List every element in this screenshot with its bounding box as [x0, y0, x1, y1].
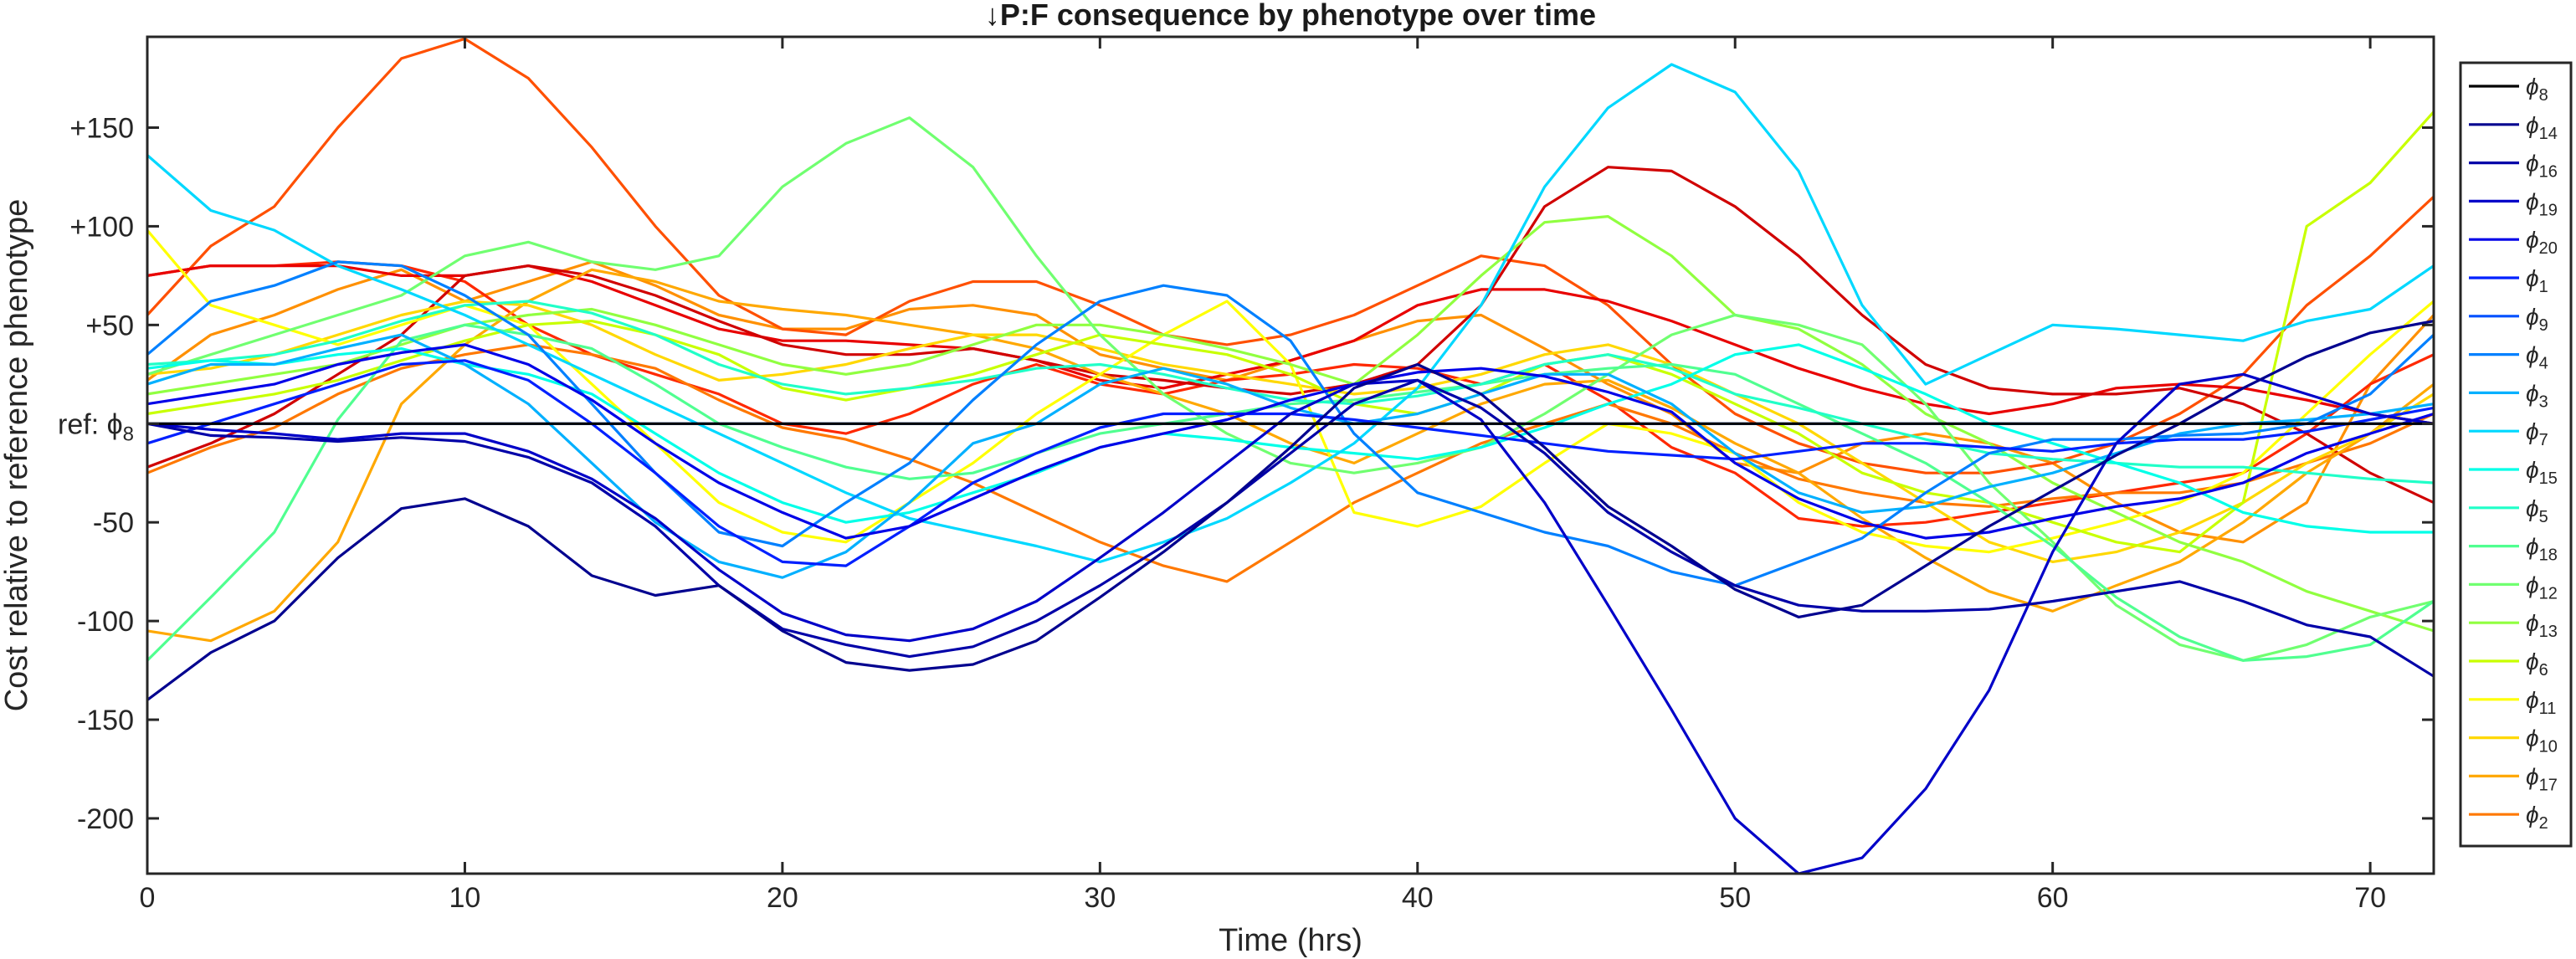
x-tick-label: 20 [767, 882, 798, 914]
legend-entry: ϕ10 [2526, 726, 2558, 756]
ticks-layer: 0 10 20 30 40 50 60 70 +150 +100 +50 ref: ϕ8 -50 -100… [58, 37, 2434, 914]
legend-entry: ϕ8 [2526, 74, 2548, 105]
legend-entry: ϕ16 [2526, 151, 2558, 182]
x-tick-label: 40 [1402, 882, 1434, 914]
legend-entry: ϕ18 [2526, 534, 2558, 565]
x-tick-label: 10 [449, 882, 481, 914]
legend-entry: ϕ19 [2526, 188, 2558, 219]
legend-entry: ϕ17 [2526, 763, 2558, 794]
legend-entry: ϕ4 [2526, 342, 2548, 373]
series-layer [147, 37, 2434, 874]
legend-entry: ϕ11 [2526, 687, 2556, 718]
series-line [147, 372, 2434, 874]
series-line [147, 343, 2434, 540]
series-line-extra [147, 166, 2434, 505]
legend-entry: ϕ12 [2526, 572, 2558, 603]
y-tick-label: +100 [69, 211, 134, 243]
x-tick-label: 30 [1084, 882, 1116, 914]
legend-entry: ϕ3 [2526, 380, 2548, 411]
series-line [147, 63, 2434, 564]
legend-entry: ϕ1 [2526, 265, 2548, 296]
legend-items: ϕ8 ϕ14 ϕ16 ϕ19 ϕ20 ϕ1 ϕ9 ϕ4 ϕ3 ϕ7 ϕ15 ϕ5 ϕ18 ϕ12 ϕ13 ϕ6… [2469, 74, 2558, 833]
y-tick-label: -150 [77, 705, 134, 736]
legend-entry: ϕ14 [2526, 112, 2558, 143]
legend-entry: ϕ13 [2526, 610, 2558, 641]
y-tick-label: ref: ϕ8 [58, 408, 134, 445]
series-line [147, 116, 2434, 662]
series-line [147, 300, 2434, 564]
legend-entry: ϕ20 [2526, 227, 2558, 258]
series-line [147, 110, 2434, 554]
y-axis-label: Cost relative to reference phenotype [0, 199, 34, 712]
series-line [147, 320, 2434, 701]
series-line [147, 378, 2434, 678]
y-tick-label: +150 [69, 112, 134, 144]
legend-entry: ϕ6 [2526, 649, 2548, 680]
legend-entry: ϕ7 [2526, 418, 2548, 449]
legend-box [2459, 61, 2573, 848]
plot-frame [146, 35, 2435, 875]
legend-entry: ϕ2 [2526, 802, 2548, 833]
legend: ϕ8 ϕ14 ϕ16 ϕ19 ϕ20 ϕ1 ϕ9 ϕ4 ϕ3 ϕ7 ϕ15 ϕ5 ϕ18 ϕ12 ϕ13 ϕ6… [2459, 61, 2573, 848]
series-line [147, 215, 2434, 633]
series-line-extra [147, 37, 2434, 474]
y-tick-label: -200 [77, 803, 134, 835]
y-tick-label: -50 [93, 507, 134, 539]
chart-title: ↓P:F consequence by phenotype over time [985, 0, 1596, 32]
y-tick-label: +50 [85, 310, 134, 341]
x-axis-label: Time (hrs) [1219, 923, 1362, 958]
x-tick-label: 60 [2037, 882, 2069, 914]
legend-entry: ϕ15 [2526, 457, 2558, 488]
x-tick-label: 0 [140, 882, 156, 914]
series-line [147, 229, 2434, 554]
x-tick-label: 70 [2354, 882, 2386, 914]
legend-entry: ϕ5 [2526, 495, 2548, 526]
x-tick-label: 50 [1719, 882, 1751, 914]
series-line [147, 333, 2434, 579]
series-line [147, 260, 2434, 587]
y-tick-label: -100 [77, 606, 134, 638]
legend-entry: ϕ9 [2526, 304, 2548, 335]
